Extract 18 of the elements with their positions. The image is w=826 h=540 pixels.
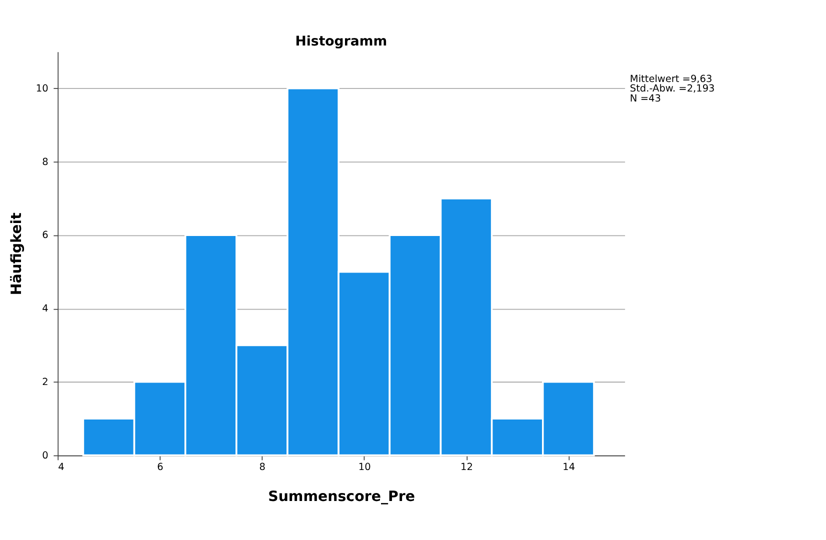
x-tick-label: 6 bbox=[157, 462, 164, 473]
x-tick-label: 12 bbox=[460, 462, 473, 473]
y-tick-label: 0 bbox=[42, 450, 48, 462]
x-tick-label: 10 bbox=[358, 462, 371, 473]
y-axis-title: Häufigkeit bbox=[8, 212, 25, 296]
y-tick-label: 4 bbox=[42, 304, 48, 315]
text: Mittelwert =9,63 bbox=[630, 74, 712, 85]
text: N =43 bbox=[630, 93, 661, 104]
chart-title: Histogramm bbox=[295, 34, 388, 50]
x-tick-label: 4 bbox=[58, 462, 64, 473]
text: Std.-Abw. =2,193 bbox=[630, 84, 715, 95]
x-axis-title: Summenscore_Pre bbox=[268, 489, 416, 506]
x-tick-label: 8 bbox=[259, 462, 266, 473]
y-tick-label: 6 bbox=[42, 230, 48, 242]
y-tick-label: 8 bbox=[42, 156, 48, 168]
y-tick-label: 10 bbox=[36, 83, 48, 94]
y-tick-label: 2 bbox=[42, 377, 48, 388]
x-tick-label: 14 bbox=[562, 462, 576, 473]
